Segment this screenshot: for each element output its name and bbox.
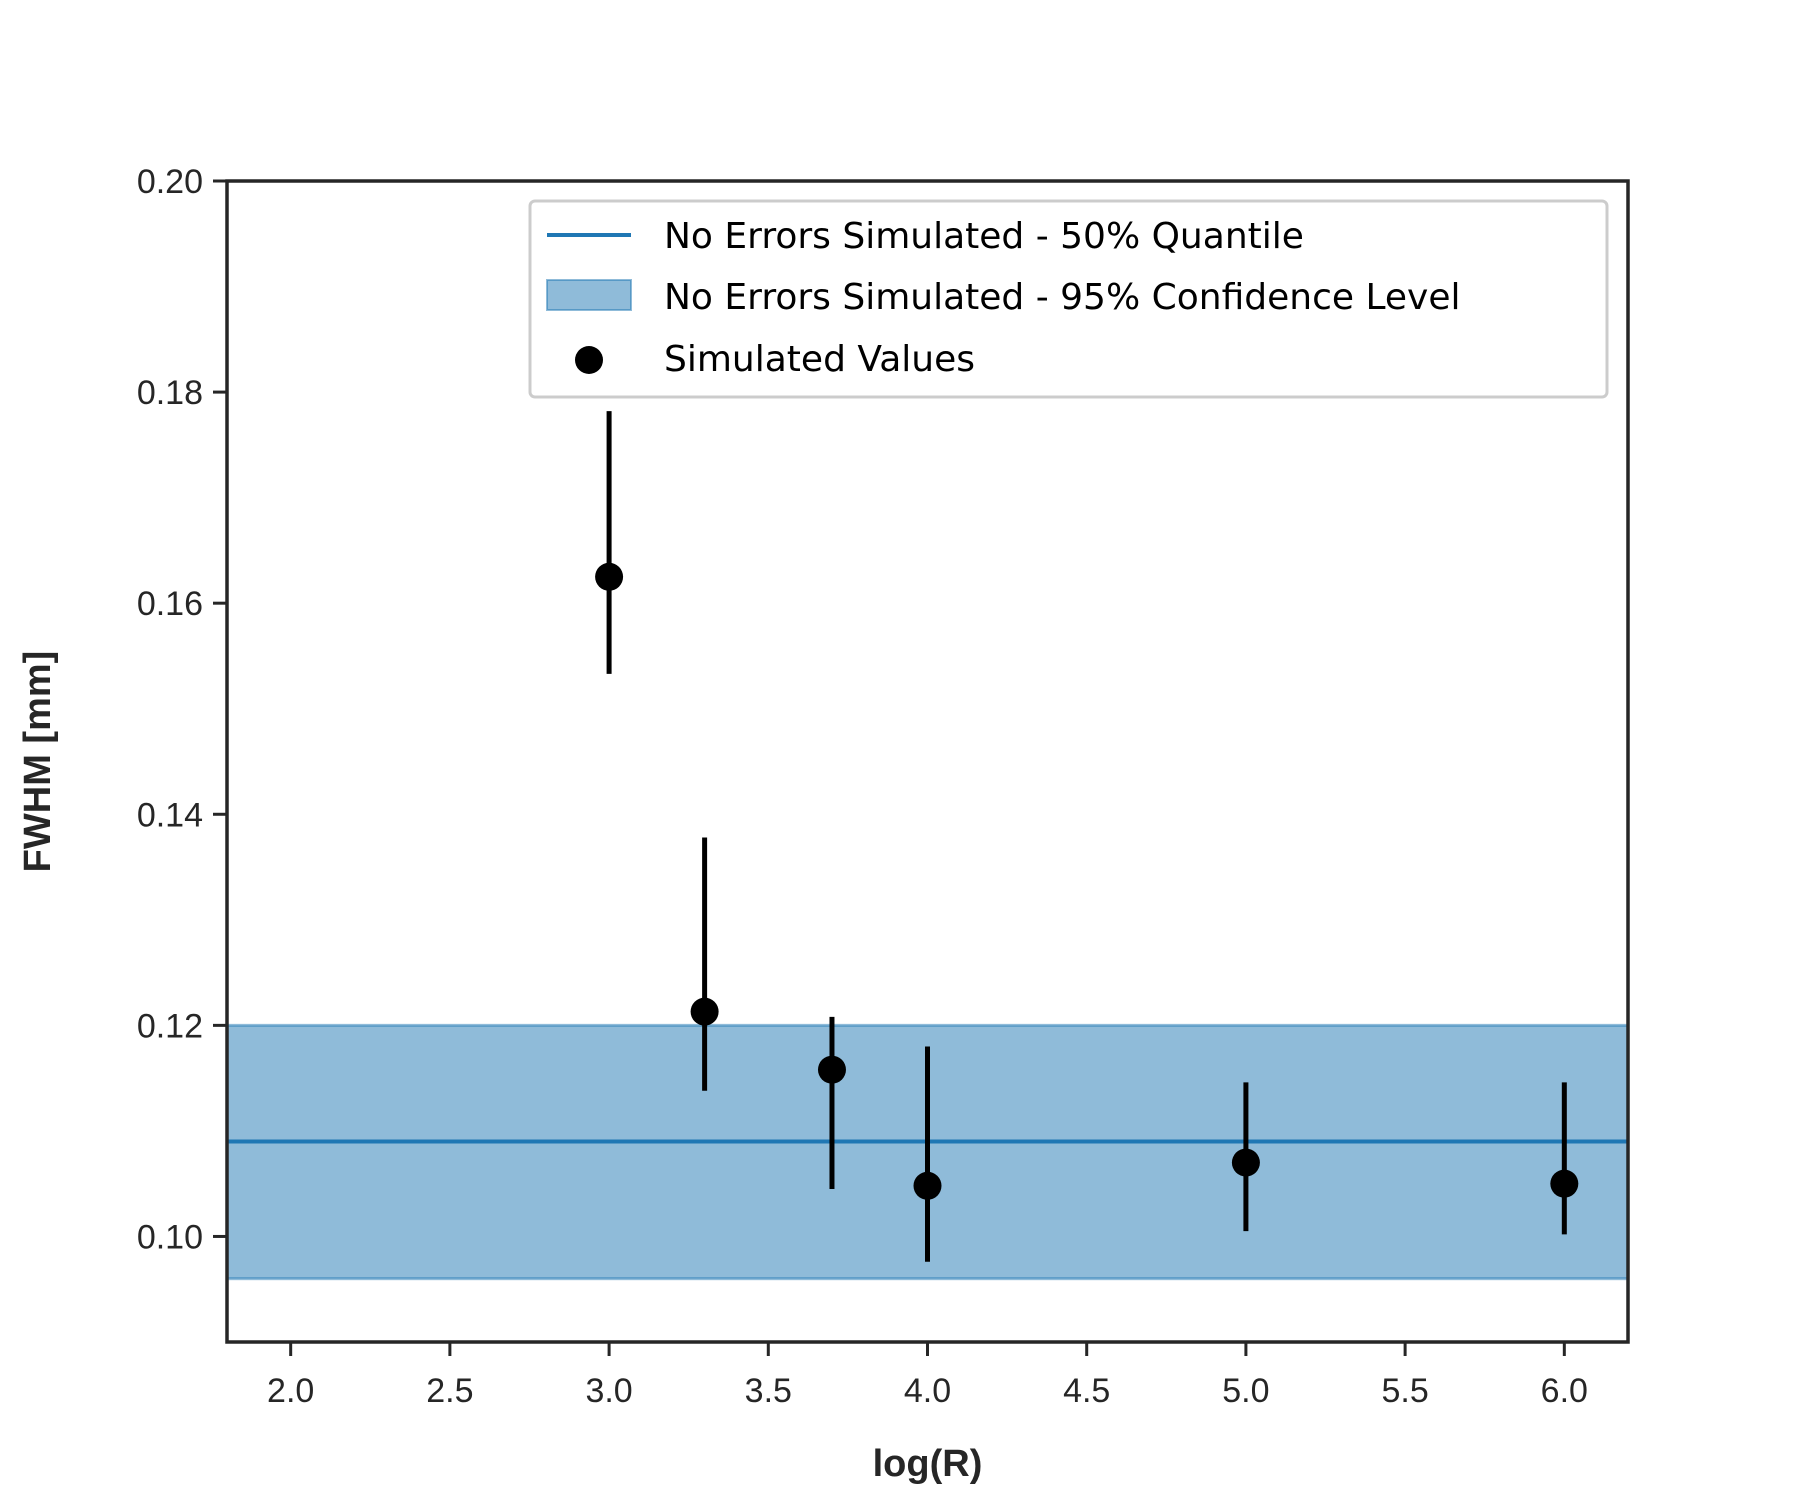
x-tick-label-1: 2.5: [426, 1372, 473, 1410]
x-tick-label-7: 5.5: [1381, 1372, 1428, 1410]
legend-label-points: Simulated Values: [664, 339, 975, 380]
y-tick-label-1: 0.12: [137, 1007, 203, 1045]
data-point-2: [817, 1055, 846, 1084]
x-tick-label-0: 2.0: [267, 1372, 314, 1410]
x-tick-label-8: 6.0: [1541, 1372, 1588, 1410]
legend-label-band: No Errors Simulated - 95% Confidence Lev…: [664, 277, 1460, 318]
x-tick-label-3: 3.5: [745, 1372, 792, 1410]
y-tick-label-0: 0.10: [137, 1218, 203, 1256]
legend-box: [528, 199, 1609, 399]
y-tick-label-3: 0.16: [137, 585, 203, 623]
y-tick-label-4: 0.18: [137, 374, 203, 412]
legend-label-median: No Errors Simulated - 50% Quantile: [664, 216, 1304, 257]
data-point-1: [690, 997, 719, 1026]
y-tick-label-2: 0.14: [137, 796, 203, 834]
y-axis-title: FWHM [mm]: [17, 651, 59, 873]
x-tick-label-4: 4.0: [904, 1372, 951, 1410]
data-point-0: [595, 562, 624, 591]
legend-points-swatch: [575, 346, 603, 374]
data-point-5: [1550, 1169, 1579, 1198]
x-tick-label-6: 5.0: [1222, 1372, 1269, 1410]
legend-band-swatch: [546, 279, 632, 311]
x-tick-label-2: 3.0: [585, 1372, 632, 1410]
data-point-3: [913, 1171, 942, 1200]
data-point-4: [1231, 1148, 1260, 1177]
x-axis-title: log(R): [873, 1443, 983, 1485]
x-tick-label-5: 4.5: [1063, 1372, 1110, 1410]
y-tick-label-5: 0.20: [137, 163, 203, 201]
legend: No Errors Simulated - 50% Quantile No Er…: [528, 199, 1609, 399]
